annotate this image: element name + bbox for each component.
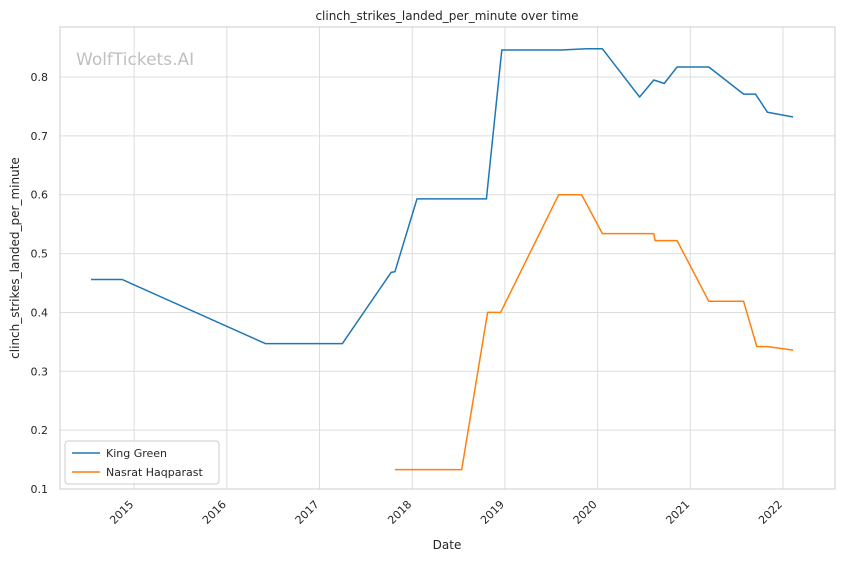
grid — [60, 27, 835, 490]
y-tick-label: 0.8 — [31, 71, 49, 84]
series-line-king-green — [91, 48, 794, 345]
y-tick-label: 0.1 — [31, 483, 49, 496]
x-tick-label: 2016 — [200, 498, 229, 527]
legend-label-nasrat-haqparast: Nasrat Haqparast — [106, 466, 203, 479]
legend-label-king-green: King Green — [106, 447, 167, 460]
x-tick-label: 2020 — [571, 498, 600, 527]
watermark-text: WolfTickets.AI — [76, 50, 194, 70]
x-tick-label: 2021 — [663, 498, 692, 527]
x-tick-label: 2019 — [478, 498, 507, 527]
y-tick-label: 0.6 — [31, 189, 49, 202]
x-tick-label: 2015 — [107, 498, 136, 527]
legend-box — [64, 440, 220, 485]
series-line-nasrat-haqparast — [394, 193, 794, 471]
x-tick-label: 2017 — [293, 498, 322, 527]
y-tick-label: 0.2 — [31, 424, 49, 437]
y-tick-label: 0.4 — [31, 306, 49, 319]
series-lines — [91, 48, 794, 471]
x-tick-label: 2018 — [385, 498, 414, 527]
chart-title: clinch_strikes_landed_per_minute over ti… — [315, 9, 578, 23]
legend: King Green Nasrat Haqparast — [64, 440, 220, 485]
y-tick-label: 0.3 — [31, 365, 49, 378]
x-axis-label: Date — [433, 538, 462, 552]
y-axis-label: clinch_strikes_landed_per_minute — [8, 157, 22, 359]
x-tick-label: 2022 — [756, 498, 785, 527]
plot-area-frame — [59, 26, 836, 490]
y-tick-label: 0.5 — [31, 248, 49, 261]
y-tick-label: 0.7 — [31, 130, 49, 143]
